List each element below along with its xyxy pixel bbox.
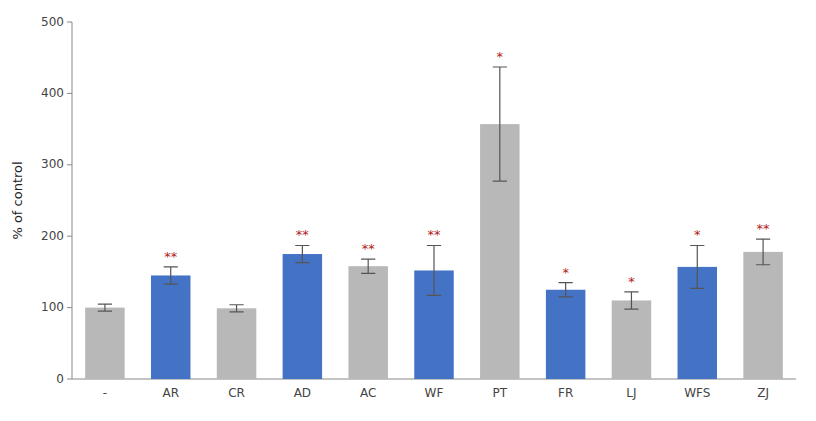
significance-label: **	[164, 249, 178, 264]
error-bar	[559, 283, 573, 297]
bar	[217, 308, 256, 379]
y-tick-label: 500	[41, 15, 64, 29]
x-tick-label: AC	[360, 386, 376, 400]
error-bar	[624, 292, 638, 309]
bars	[85, 67, 783, 379]
significance-label: *	[694, 227, 701, 242]
x-tick-label: AR	[162, 386, 179, 400]
x-tick-label: LJ	[626, 386, 636, 400]
error-bar	[164, 267, 178, 284]
significance-label: **	[362, 241, 376, 256]
y-tick	[67, 93, 72, 94]
significance-label: *	[562, 265, 569, 280]
y-tick	[67, 164, 72, 165]
significance-label: *	[497, 49, 504, 64]
error-bar	[295, 245, 309, 262]
error-bar	[756, 239, 770, 265]
y-tick	[67, 22, 72, 23]
y-tick-label: 400	[41, 86, 64, 100]
page: {"chart_data": {"type": "bar", "categori…	[0, 0, 816, 421]
error-bar	[493, 67, 507, 181]
y-tick-label: 300	[41, 157, 64, 171]
error-bar	[229, 305, 243, 312]
x-tick-label: AD	[294, 386, 311, 400]
error-bar	[427, 245, 441, 295]
y-tick	[67, 379, 72, 380]
bar	[85, 308, 124, 379]
error-bar	[98, 304, 112, 311]
error-bar	[690, 245, 704, 288]
x-tick-label: PT	[493, 386, 508, 400]
bar	[612, 300, 651, 379]
x-tick-label: -	[103, 386, 107, 400]
x-tick-label: ZJ	[757, 386, 769, 400]
error-bar	[361, 259, 375, 273]
bar	[743, 252, 782, 379]
chart-container: 0 100 200 300 400 500 % of control - AR CR AD AC WF P…	[0, 0, 816, 421]
y-axis-label: % of control	[10, 161, 25, 239]
significance-label: **	[757, 221, 771, 236]
y-tick-label: 0	[56, 372, 64, 386]
chart-svg: 0 100 200 300 400 500 % of control - AR CR AD AC WF P…	[0, 0, 816, 421]
bar	[546, 290, 585, 379]
x-tick-label: WF	[425, 386, 444, 400]
y-tick	[67, 307, 72, 308]
y-tick-label: 100	[41, 300, 64, 314]
significance-label: **	[428, 227, 442, 242]
bar	[348, 266, 387, 379]
bar	[151, 275, 190, 379]
significance-label: *	[628, 274, 635, 289]
y-axis-line	[72, 22, 73, 379]
x-tick-label: CR	[228, 386, 245, 400]
x-tick-label: WFS	[684, 386, 710, 400]
y-tick	[67, 236, 72, 237]
y-tick-label: 200	[41, 229, 64, 243]
significance-label: **	[296, 227, 310, 242]
bar	[283, 254, 322, 379]
x-tick-label: FR	[558, 386, 573, 400]
